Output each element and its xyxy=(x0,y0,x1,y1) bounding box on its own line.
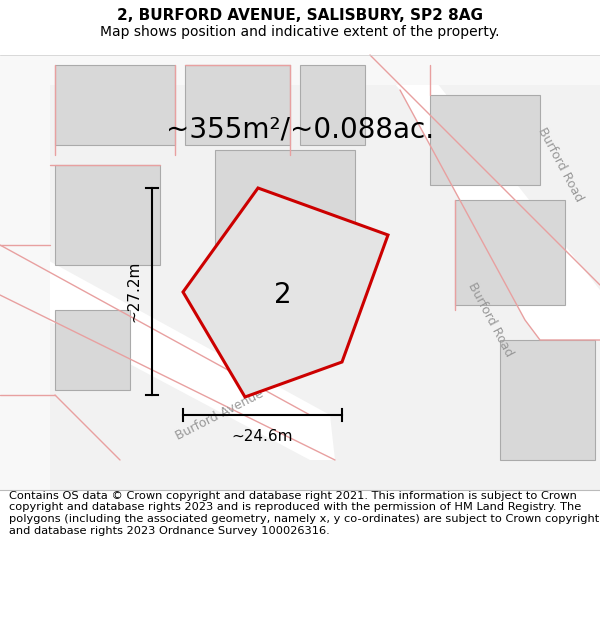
Text: ~355m²/~0.088ac.: ~355m²/~0.088ac. xyxy=(166,116,434,144)
Polygon shape xyxy=(215,150,355,270)
Polygon shape xyxy=(370,55,600,340)
Polygon shape xyxy=(55,165,160,265)
Polygon shape xyxy=(55,65,175,145)
Polygon shape xyxy=(0,55,50,490)
Polygon shape xyxy=(0,55,600,490)
Polygon shape xyxy=(430,95,540,185)
Text: Burford Road: Burford Road xyxy=(465,281,515,359)
Polygon shape xyxy=(0,245,335,460)
Polygon shape xyxy=(185,65,290,145)
Text: ~24.6m: ~24.6m xyxy=(232,429,293,444)
Text: Contains OS data © Crown copyright and database right 2021. This information is : Contains OS data © Crown copyright and d… xyxy=(9,491,599,536)
Text: Map shows position and indicative extent of the property.: Map shows position and indicative extent… xyxy=(100,25,500,39)
Text: ~27.2m: ~27.2m xyxy=(127,261,142,322)
Polygon shape xyxy=(500,340,595,460)
Polygon shape xyxy=(183,188,388,397)
Polygon shape xyxy=(55,310,130,390)
Polygon shape xyxy=(455,200,565,305)
Text: 2: 2 xyxy=(274,281,292,309)
Polygon shape xyxy=(0,55,600,85)
Text: Burford Road: Burford Road xyxy=(535,126,585,204)
Text: 2, BURFORD AVENUE, SALISBURY, SP2 8AG: 2, BURFORD AVENUE, SALISBURY, SP2 8AG xyxy=(117,8,483,22)
Polygon shape xyxy=(300,65,365,145)
Text: Burford Avenue: Burford Avenue xyxy=(174,388,266,442)
